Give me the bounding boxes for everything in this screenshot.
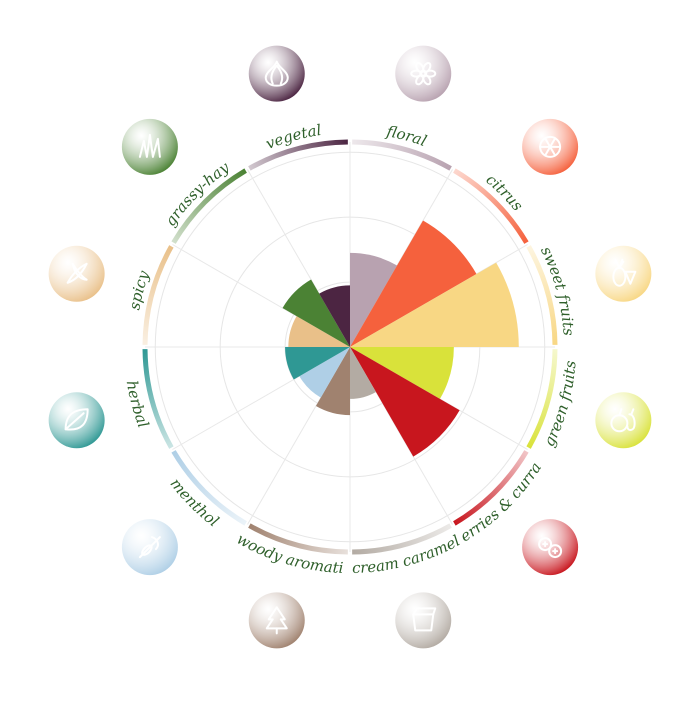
ring-arc-sweet-fruits	[526, 245, 558, 345]
grass-icon	[138, 133, 161, 158]
icon-group-menthol	[121, 519, 178, 576]
pineapple-strawberry-icon	[612, 258, 637, 287]
ring-arc-spicy	[142, 245, 174, 345]
icon-group-citrus	[522, 118, 579, 175]
wedge-herbal	[285, 347, 350, 380]
ring-arc-herbal	[142, 349, 174, 449]
chili-icon	[66, 262, 88, 284]
icon-group-spicy	[48, 245, 105, 302]
label-cream-caramel: cream caramel	[352, 531, 463, 577]
icon-circle-green-fruits	[595, 392, 652, 449]
label-citrus: citrus	[482, 170, 526, 214]
icon-circle-floral	[395, 45, 452, 102]
leaf-icon	[64, 408, 89, 431]
wedge-citrus	[350, 220, 477, 347]
wedge-grassy-hay	[282, 279, 350, 347]
ring-arc-woody-aromatic	[248, 523, 348, 555]
icon-group-vegetal	[248, 45, 305, 102]
onion-icon	[264, 60, 289, 87]
wedge-spicy	[288, 316, 350, 347]
icon-circle-cream-caramel	[395, 592, 452, 649]
caramel-icon	[412, 607, 437, 632]
icon-group-sweet-fruits	[595, 245, 652, 302]
icon-group-berries-and-currant	[522, 519, 579, 576]
icon-group-cream-caramel	[395, 592, 452, 649]
category-icons	[48, 45, 652, 649]
icon-circle-vegetal	[248, 45, 305, 102]
label-grassy-hay: grassy-hay	[161, 158, 233, 230]
berries-icon	[538, 537, 563, 559]
ring-arc-citrus	[453, 168, 529, 244]
orange-slice-icon	[539, 135, 562, 158]
apple-pear-icon	[610, 408, 636, 433]
icon-circle-sweet-fruits	[595, 245, 652, 302]
mint-icon	[138, 536, 161, 559]
icon-circle-grassy-hay	[121, 118, 178, 175]
ring-arc-berries-and-currant	[453, 450, 529, 526]
ring-arc-floral	[352, 139, 452, 171]
wedge-sweet-fruits	[350, 262, 519, 347]
icon-group-grassy-hay	[121, 118, 178, 175]
outer-color-ring	[142, 139, 558, 555]
flower-icon	[410, 61, 437, 86]
ring-arc-grassy-hay	[171, 168, 247, 244]
ring-arc-vegetal	[248, 139, 348, 171]
wedge-woody-aromatic	[315, 347, 350, 416]
wedge-green-fruits	[350, 347, 454, 399]
wedge-cream-caramel	[350, 347, 376, 399]
wedge-berries-and-currant	[350, 347, 460, 457]
icon-circle-woody-aromatic	[248, 592, 305, 649]
ring-arc-green-fruits	[526, 349, 558, 449]
pine-tree-icon	[265, 606, 288, 635]
icon-group-herbal	[48, 392, 105, 449]
ring-arc-menthol	[171, 450, 247, 526]
chart-wedges	[282, 220, 519, 457]
wedge-vegetal	[319, 285, 350, 347]
icon-group-floral	[395, 45, 452, 102]
ring-arc-cream-caramel	[352, 523, 452, 555]
wedge-menthol	[299, 347, 350, 398]
icon-group-green-fruits	[595, 392, 652, 449]
icon-group-woody-aromatic	[248, 592, 305, 649]
wedge-floral	[350, 252, 398, 347]
